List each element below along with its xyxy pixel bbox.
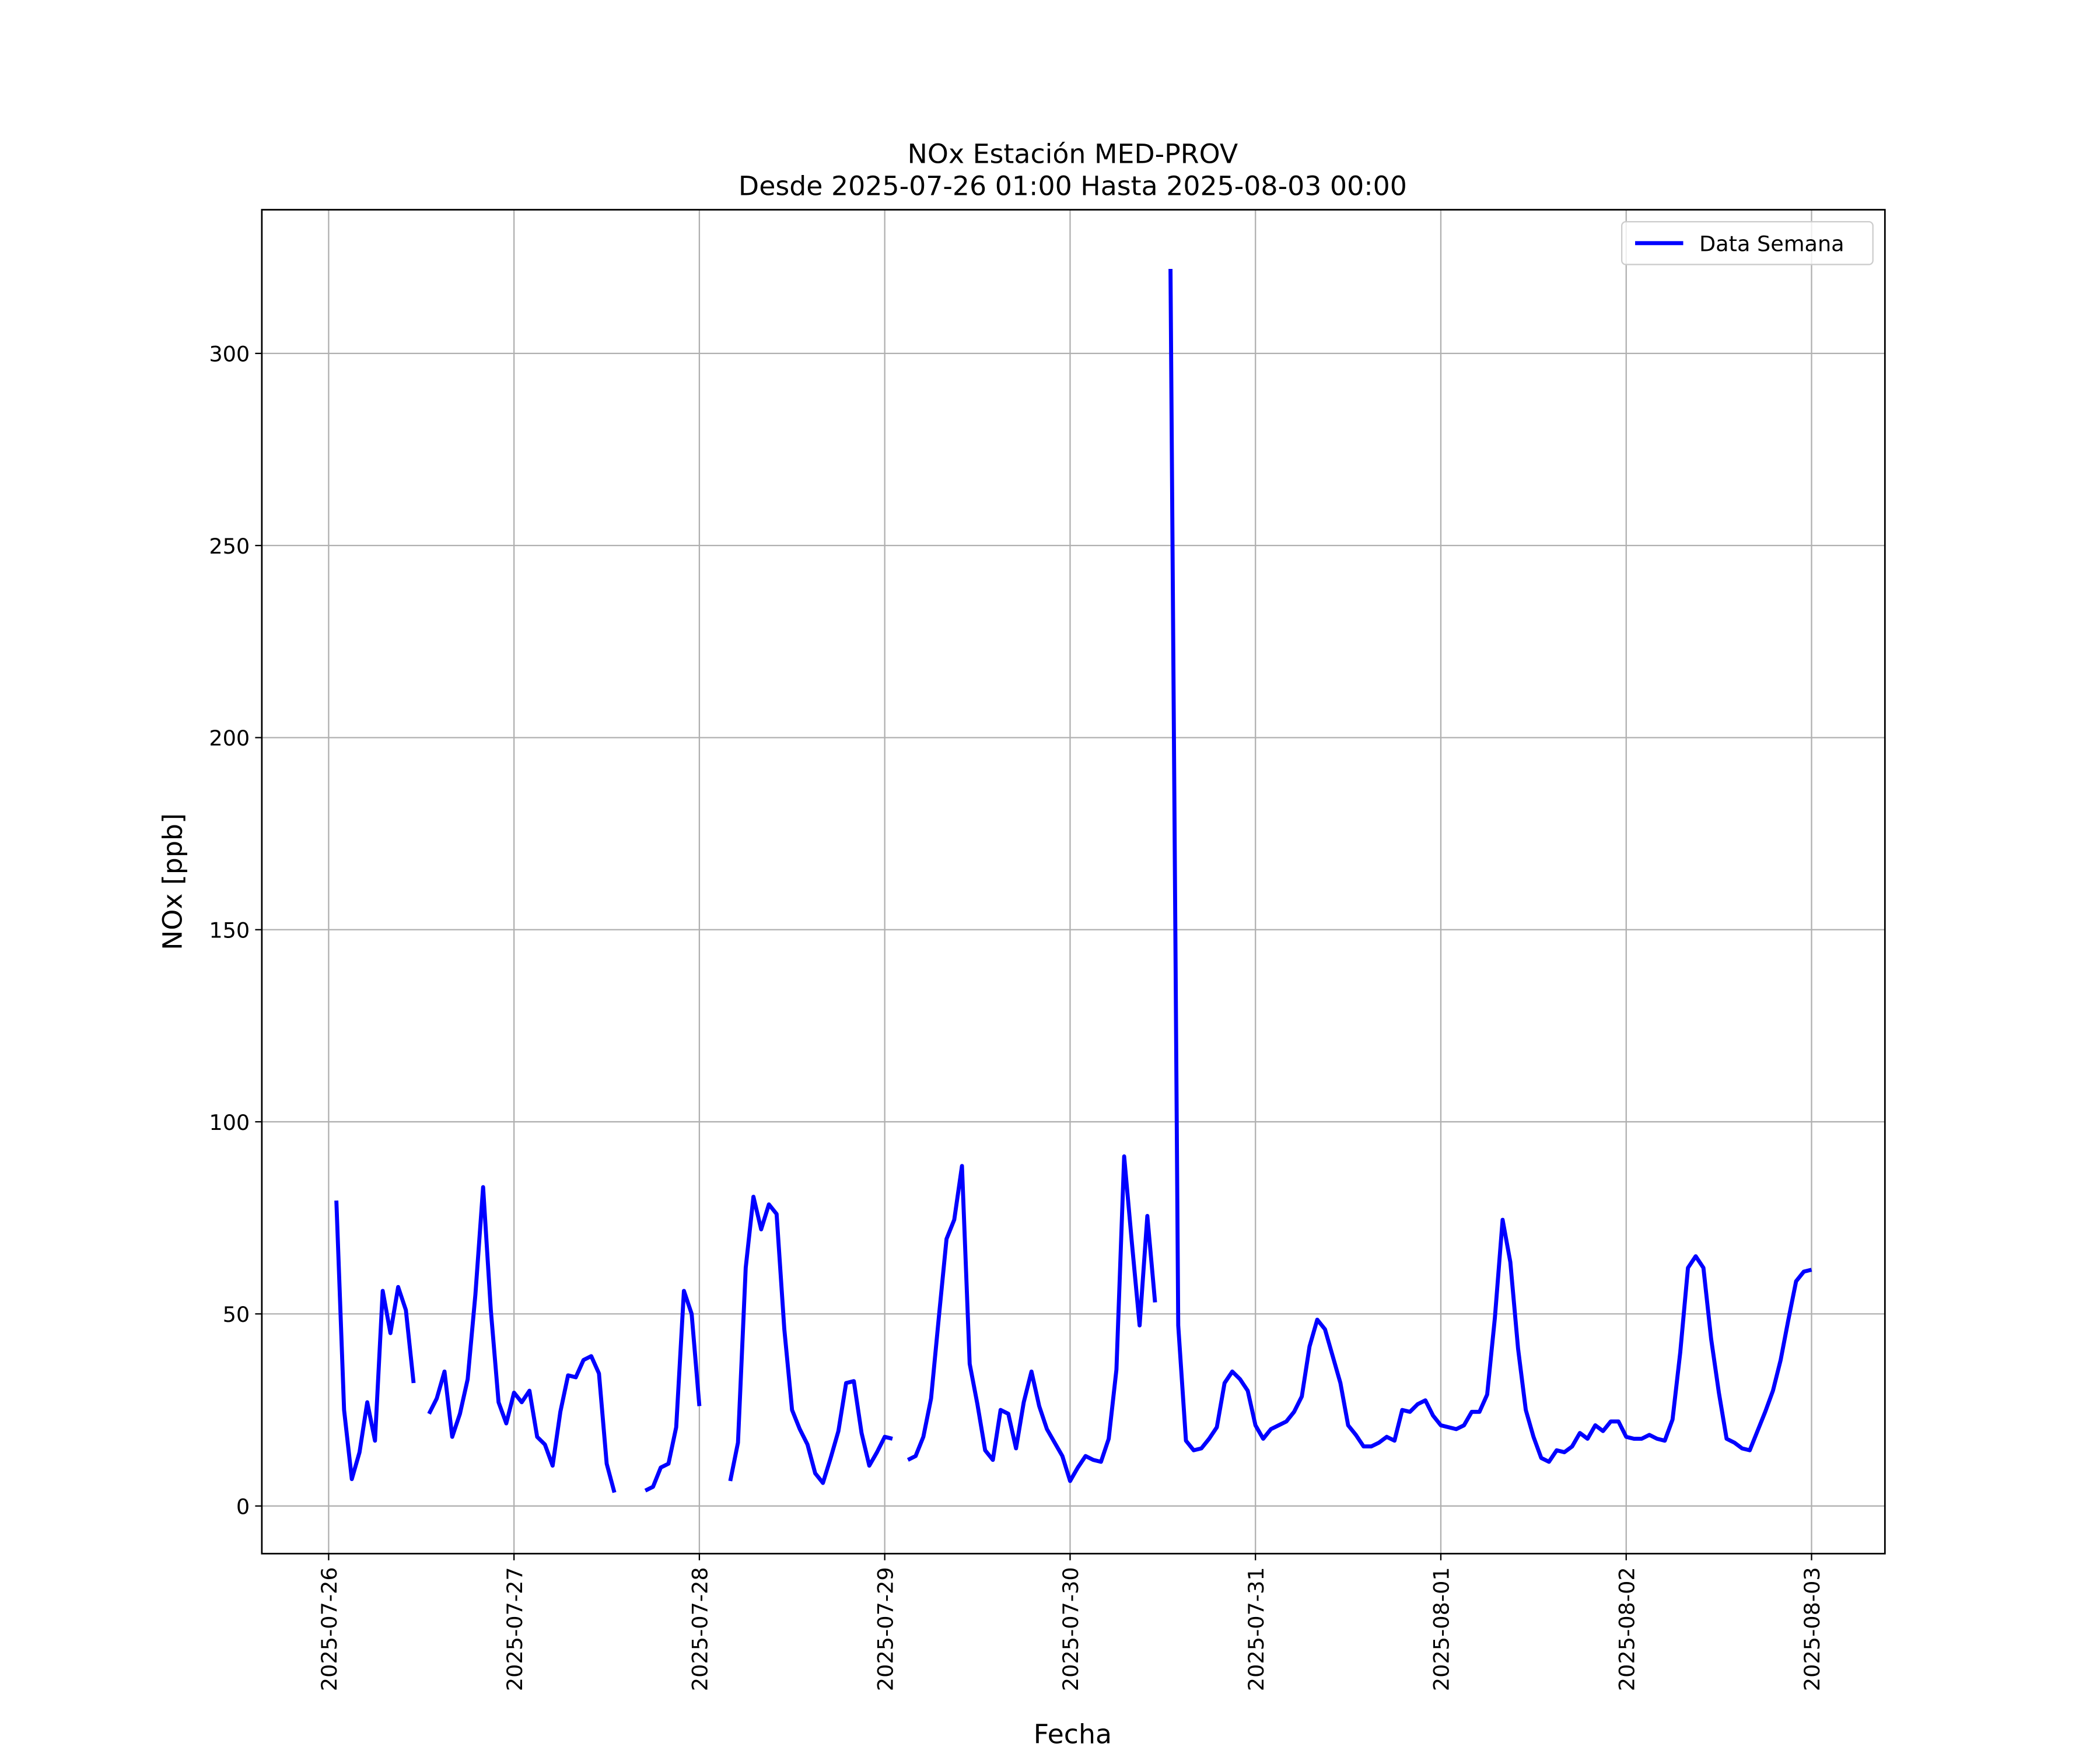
legend-label: Data Semana <box>1699 232 1845 257</box>
x-tick-label: 2025-08-02 <box>1614 1567 1639 1691</box>
x-tick-label: 2025-07-28 <box>688 1567 713 1691</box>
y-tick-label: 300 <box>209 342 250 367</box>
x-tick-label: 2025-07-29 <box>873 1567 898 1691</box>
x-tick-label: 2025-07-26 <box>317 1567 342 1691</box>
x-tick-label: 2025-07-27 <box>502 1567 527 1691</box>
y-tick-label: 150 <box>209 918 250 943</box>
y-tick-label: 100 <box>209 1110 250 1135</box>
legend-box <box>1621 221 1874 265</box>
data-line <box>334 268 1812 1493</box>
x-tick-label: 2025-07-30 <box>1058 1567 1083 1691</box>
plot-frame <box>261 209 1886 1555</box>
x-axis-label: Fecha <box>1034 1718 1112 1750</box>
x-tick-label: 2025-07-31 <box>1244 1567 1269 1691</box>
y-tick-label: 250 <box>209 534 250 559</box>
legend: Data Semana <box>1621 221 1874 265</box>
y-tick-label: 200 <box>209 726 250 751</box>
x-tick-label: 2025-08-01 <box>1429 1567 1454 1691</box>
chart-title: NOx Estación MED-PROV <box>908 138 1238 169</box>
y-tick-label: 0 <box>236 1494 250 1519</box>
x-tick-label: 2025-08-03 <box>1800 1567 1825 1691</box>
y-axis-label: NOx [ppb] <box>156 813 188 950</box>
y-tick-label: 50 <box>223 1302 250 1327</box>
chart-subtitle: Desde 2025-07-26 01:00 Hasta 2025-08-03 … <box>738 170 1407 201</box>
